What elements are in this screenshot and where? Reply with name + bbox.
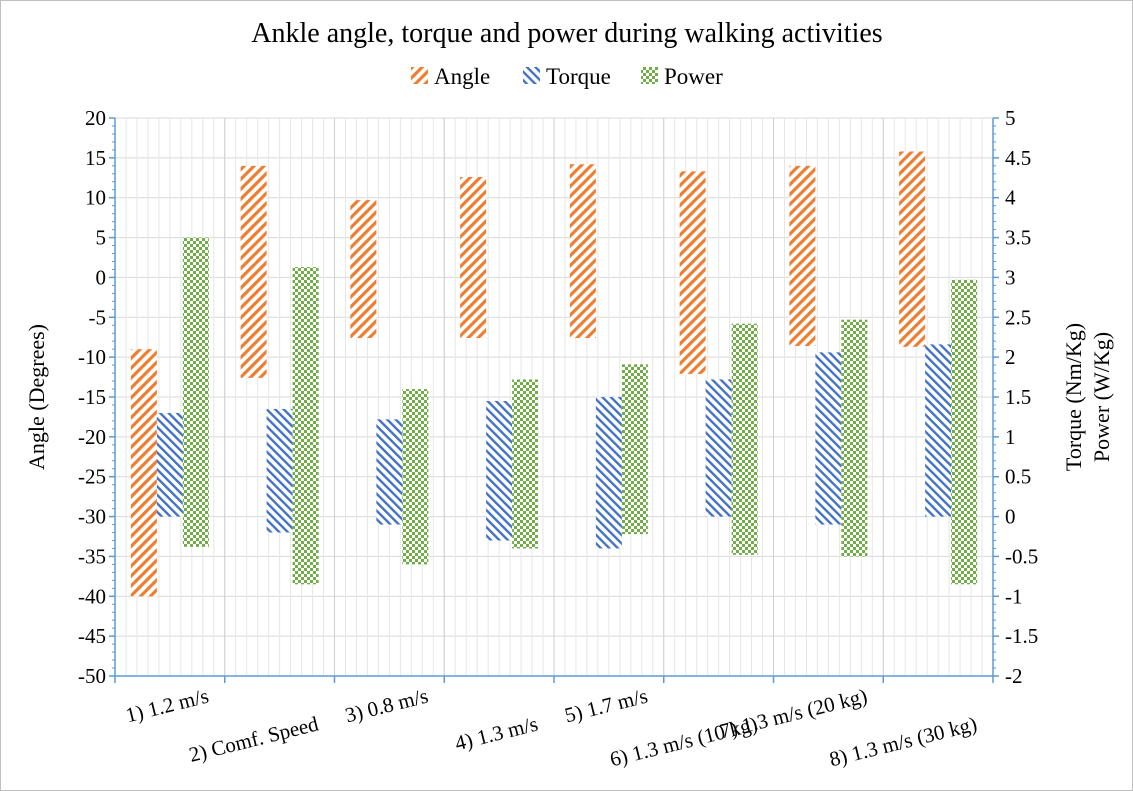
y-left-tick-label: -40 (78, 584, 106, 608)
y-right-tick-label: 0 (1005, 505, 1016, 529)
y-right-tick-label: 3 (1005, 265, 1016, 289)
x-category-label: 8) 1.3 m/s (30 kg) (827, 712, 979, 772)
x-category-label: 2) Comf. Speed (187, 711, 322, 766)
y-left-tick-label: -5 (89, 305, 107, 329)
legend: Angle Torque Power (411, 64, 723, 89)
bar-angle (350, 200, 377, 339)
x-category-label: 4) 1.3 m/s (452, 712, 540, 756)
bar-power (951, 279, 978, 585)
bar-angle (569, 164, 596, 339)
y-right-tick-label: 1.5 (1005, 385, 1031, 409)
x-category-label: 3) 0.8 m/s (343, 684, 431, 728)
bar-torque (266, 408, 293, 533)
bar-power (621, 364, 648, 535)
legend-label-angle: Angle (434, 64, 490, 89)
bars (130, 151, 978, 597)
x-category-label: 1) 1.2 m/s (123, 684, 211, 728)
legend-label-power: Power (664, 64, 723, 89)
legend-swatch-torque (523, 67, 540, 84)
y-left-tick-label: 20 (85, 106, 106, 130)
bar-torque (595, 397, 622, 549)
y-axis-right-title-line1: Torque (Nm/Kg) (1061, 323, 1086, 471)
bar-torque (925, 344, 952, 517)
bar-angle (460, 176, 487, 339)
y-left-tick-label: -35 (78, 544, 106, 568)
x-category-label: 7) 1.3 m/s (20 kg) (717, 684, 869, 744)
bar-power (731, 323, 758, 555)
bar-torque (815, 352, 842, 525)
y-right-tick-label: -1.5 (1005, 624, 1038, 648)
y-left-tick-label: -30 (78, 505, 106, 529)
y-left-tick-label: -45 (78, 624, 106, 648)
y-left-tick-label: 0 (96, 265, 107, 289)
y-right-tick-label: 0.5 (1005, 465, 1031, 489)
y-right-tick-label: 1 (1005, 425, 1016, 449)
bar-power (182, 237, 209, 547)
y-left-tick-label: -10 (78, 345, 106, 369)
y-axis-left-title: Angle (Degrees) (24, 324, 49, 470)
y-right-tick-label: 4.5 (1005, 146, 1031, 170)
y-left-tick-label: 10 (85, 186, 106, 210)
y-left-tick-label: 15 (85, 146, 106, 170)
y-left-tick-label: -50 (78, 664, 106, 688)
legend-swatch-power (641, 67, 658, 84)
bar-power (402, 389, 429, 565)
y-left-tick-label: -25 (78, 465, 106, 489)
y-right-tick-label: 3.5 (1005, 226, 1031, 250)
y-right-tick-label: 2 (1005, 345, 1016, 369)
bar-power (512, 379, 539, 549)
legend-label-torque: Torque (546, 64, 611, 89)
bar-torque (156, 412, 183, 517)
bar-torque (705, 379, 732, 517)
y-right-tick-label: 2.5 (1005, 305, 1031, 329)
y-right-tick-label: -1 (1005, 584, 1023, 608)
y-left-tick-label: -20 (78, 425, 106, 449)
bar-angle (899, 151, 926, 347)
y-right-tick-label: 4 (1005, 186, 1016, 210)
bar-angle (130, 349, 157, 597)
bar-power (292, 267, 319, 585)
bar-angle (240, 165, 267, 378)
bar-torque (486, 400, 513, 541)
legend-swatch-angle (411, 67, 428, 84)
y-left-tick-label: 5 (96, 226, 107, 250)
x-category-label: 5) 1.7 m/s (562, 684, 650, 728)
y-right-tick-label: 5 (1005, 106, 1016, 130)
bar-torque (376, 419, 403, 525)
chart-title: Ankle angle, torque and power during wal… (251, 18, 882, 49)
y-axis-right-title-line2: Power (W/Kg) (1089, 332, 1114, 462)
bar-power (841, 319, 868, 557)
bar-angle (789, 165, 816, 346)
y-right-tick-label: -2 (1005, 664, 1023, 688)
bar-angle (679, 171, 706, 374)
y-right-tick-label: -0.5 (1005, 544, 1038, 568)
y-left-tick-label: -15 (78, 385, 106, 409)
